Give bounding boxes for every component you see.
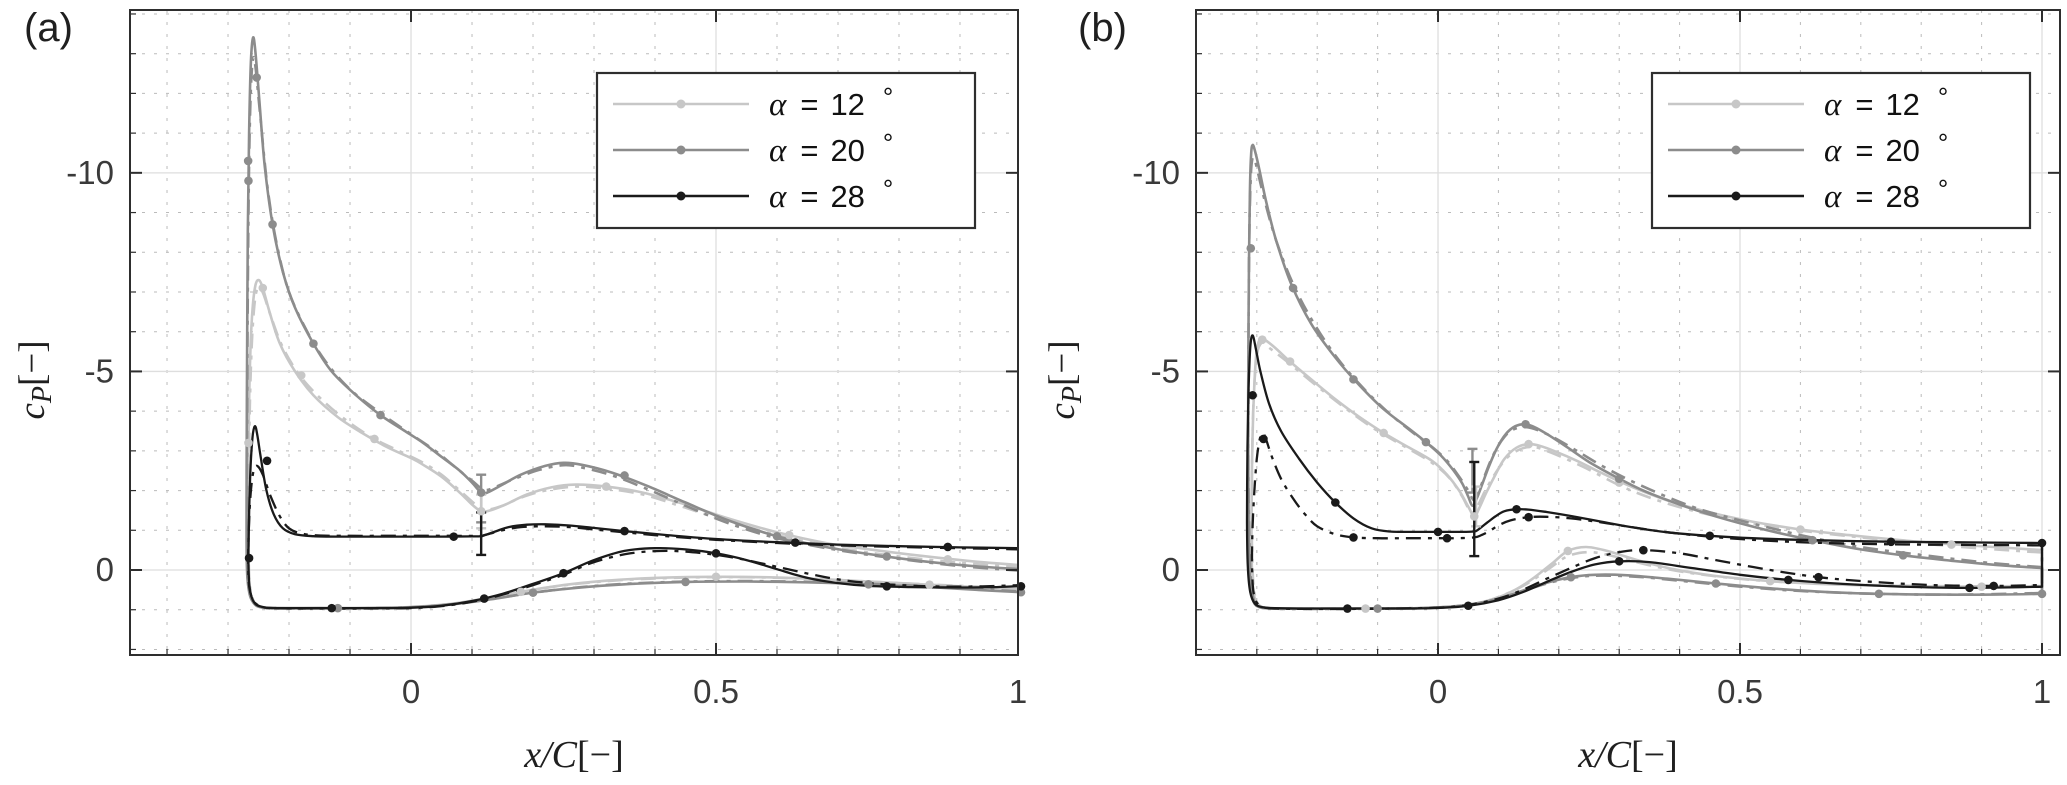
y-axis-label: cP[−] [12,340,58,419]
legend-marker-dot [1731,99,1741,109]
y-tick-label: -5 [1151,352,1180,389]
legend-marker-dot [1731,191,1741,201]
legend-entry-alpha-12: α = 12 ° [1668,82,1948,123]
legend-entry-alpha-28: α = 28 ° [613,174,893,215]
series-alpha12-dashdot [247,286,1018,610]
markers-alpha28-dashdot [1259,434,1998,591]
axes-box [129,9,1019,656]
legend-entry-alpha-28: α = 28 ° [1668,174,1948,215]
legend: α = 12 ° α = 20 ° α = 28 ° [1650,71,2032,230]
x-tick-label: 1 [1009,673,1027,710]
axes-box [1195,9,2061,656]
series-alpha12-solid [1250,335,2044,610]
series-group [245,36,1018,610]
y-tick-label: -10 [66,154,114,191]
tick-labels: 0 0.5 1 0 -5 -10 [1132,154,2051,710]
subplot-a-label: (a) [24,6,73,50]
series-alpha20-solid [245,36,1018,610]
series-group [1245,143,2044,611]
x-tick-label: 0.5 [1717,673,1763,710]
series-alpha28-dashdot [247,464,1018,610]
legend-label: α = 20 ° [769,128,893,169]
legend-label: α = 28 ° [769,174,893,215]
y-axis-label: cP[−] [1042,340,1088,419]
series-alpha28-solid [247,425,1018,610]
legend-entry-alpha-20: α = 20 ° [1668,128,1948,169]
legend-marker-dot [676,191,686,201]
x-tick-label: 0 [402,673,420,710]
legend-marker-dot [1731,145,1741,155]
legend-label: α = 12 ° [1824,82,1948,123]
grid-minor [130,10,1018,655]
legend: α = 12 ° α = 20 ° α = 28 ° [595,71,977,230]
subplot-(a): 0 0.5 1 0 -5 -10 x/C[−] cP[−] α = 12 ° α = 20 ° α = 28 ° [12,9,1027,776]
series-alpha28-dashdot [1250,431,2044,611]
x-tick-label: 0 [1429,673,1447,710]
x-axis-label: x/C[−] [1577,734,1678,776]
series-alpha28-solid [1245,334,2044,610]
x-tick-label: 1 [2033,673,2051,710]
subplot-(b): 0 0.5 1 0 -5 -10 x/C[−] cP[−] α = 12 ° α = 20 ° α = 28 ° [1042,9,2061,776]
markers-alpha28-solid [1248,390,2047,613]
y-tick-label: -5 [85,352,114,389]
markers-alpha20-solid [1246,244,2047,613]
legend-marker-dot [676,145,686,155]
y-tick-label: -10 [1132,154,1180,191]
y-tick-label: 0 [1162,551,1180,588]
subplot-b-label: (b) [1078,6,1127,50]
error-bars [1467,447,1482,558]
legend-label: α = 12 ° [769,82,893,123]
legend-label: α = 28 ° [1824,174,1948,215]
x-axis-label: x/C[−] [523,734,624,776]
legend-entry-alpha-12: α = 12 ° [613,82,893,123]
y-tick-label: 0 [96,551,114,588]
series-alpha12-dashdot [1250,341,2044,610]
x-tick-label: 0.5 [693,673,739,710]
markers-alpha12-solid [1257,335,1986,613]
legend-label: α = 20 ° [1824,128,1948,169]
tick-labels: 0 0.5 1 0 -5 -10 [66,154,1027,710]
legend-entry-alpha-20: α = 20 ° [613,128,893,169]
legend-marker-dot [676,99,686,109]
